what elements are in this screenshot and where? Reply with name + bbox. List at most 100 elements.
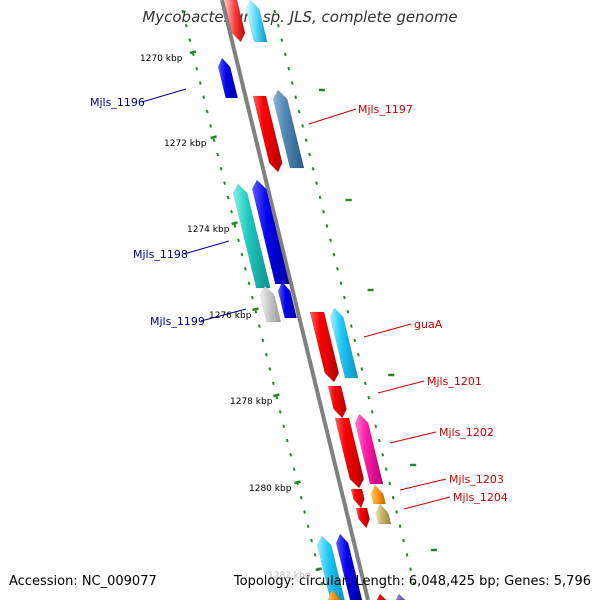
inner-right-track-dot xyxy=(290,81,294,85)
inner-left-track-dot xyxy=(278,410,282,414)
leader-mjls-1202 xyxy=(389,431,437,444)
inner-right-track-dot xyxy=(381,453,385,457)
gene-arrow-mjls-1202-magenta xyxy=(354,413,384,485)
gene-label-mjls-1203[interactable]: Mjls_1203 xyxy=(449,473,504,486)
major-tick xyxy=(189,50,197,55)
accession-text: Accession: NC_009077 xyxy=(9,574,157,589)
inner-left-track-dot xyxy=(251,295,254,300)
inner-right-track-dot xyxy=(367,395,371,400)
gene-labels: Mjls_1196 Mjls_1197 Mjls_1198 Mjls_1199 … xyxy=(90,96,508,504)
inner-left-track-dot xyxy=(261,338,265,343)
gene-label-mjls-1196[interactable]: Mjls_1196 xyxy=(90,96,145,109)
gene-label-mjls-1202[interactable]: Mjls_1202 xyxy=(439,426,494,439)
inner-left-track-dot xyxy=(198,81,202,85)
gene-label-mjls-1197[interactable]: Mjls_1197 xyxy=(358,103,413,116)
leader-mjls-1197 xyxy=(308,108,357,125)
inner-left-track-dot xyxy=(209,124,213,128)
inner-left-track-dot xyxy=(226,195,230,200)
inner-right-track-dot xyxy=(398,524,402,529)
inner-right-track-dot xyxy=(405,553,409,557)
ruler-label-1276: 1276 kbp xyxy=(209,311,252,321)
inner-right-track-dot xyxy=(329,238,332,243)
inner-left-track-dot xyxy=(230,209,233,214)
inner-left-track-dot xyxy=(202,95,206,100)
gene-arrow-bottom-cyan xyxy=(316,535,345,600)
gene-arrow-bottom-orange xyxy=(327,589,341,600)
inner-left-track-dot xyxy=(275,395,279,400)
gene-arrow-mjls-1201 xyxy=(327,385,347,419)
gene-arrow-mjls-1199-gray xyxy=(259,285,282,323)
gene-arrow-mjls-1197-red xyxy=(252,95,283,173)
leader-mjls-1204 xyxy=(403,496,451,510)
inner-right-track-dot xyxy=(322,209,325,214)
inner-right-track-dot xyxy=(343,295,346,300)
ruler-label-1274: 1274 kbp xyxy=(187,225,230,235)
leader-mjls-1201 xyxy=(377,380,425,394)
inner-left-track-dot xyxy=(264,352,268,357)
genome-backbone xyxy=(220,0,370,600)
inner-left-track-dot xyxy=(223,181,226,185)
inner-right-track-dot xyxy=(280,38,284,42)
gene-arrow-top-red xyxy=(223,0,246,43)
gene-label-mjls-1201[interactable]: Mjls_1201 xyxy=(427,375,482,388)
gene-arrow-bottom-blue xyxy=(335,533,363,600)
inner-right-track-dot xyxy=(356,352,360,357)
inner-right-track-dot xyxy=(294,95,298,100)
inner-right-track-dot xyxy=(370,410,374,414)
inner-left-track-dot xyxy=(195,66,199,71)
inner-right-track-dot xyxy=(318,195,322,200)
gene-label-mjls-1204[interactable]: Mjls_1204 xyxy=(453,491,508,504)
inner-right-track-dot xyxy=(297,109,301,114)
inner-right-track-dot xyxy=(283,52,287,57)
gene-arrow-mjls-1196 xyxy=(217,57,239,99)
inner-left-track-dot xyxy=(310,538,313,543)
gene-arrow-bottom-red xyxy=(374,593,389,600)
inner-left-track-dot xyxy=(254,310,258,314)
leader-mjls-1203 xyxy=(399,478,447,491)
inner-right-track-dot xyxy=(304,138,308,142)
inner-right-track-dot xyxy=(332,252,336,257)
inner-left-track-dot xyxy=(268,367,272,371)
inner-left-track-dot xyxy=(303,510,306,514)
major-tick xyxy=(315,567,323,572)
gene-arrow-guaa-red xyxy=(309,311,340,383)
leader-mjls-1198 xyxy=(183,240,230,255)
inner-left-track-dot xyxy=(289,453,293,457)
leader-mjls-1199 xyxy=(200,308,247,322)
ruler-label-1278: 1278 kbp xyxy=(230,397,273,407)
inner-right-track-dot xyxy=(276,24,280,28)
gene-label-guaa[interactable]: guaA xyxy=(414,318,443,331)
inner-left-track-dot xyxy=(244,267,247,271)
inner-right-track-dot xyxy=(350,324,353,328)
inner-left-track-dot xyxy=(240,252,244,257)
genome-summary-text: Topology: circular; Length: 6,048,425 bp… xyxy=(233,574,591,589)
major-tick xyxy=(252,307,259,312)
inner-right-track-dot xyxy=(315,181,318,185)
inner-left-track-dot xyxy=(216,152,219,157)
gene-label-mjls-1199[interactable]: Mjls_1199 xyxy=(150,315,205,328)
inner-left-track-dot xyxy=(233,224,237,228)
tick-tracks xyxy=(181,9,437,586)
gene-arrow-bottom-purple xyxy=(393,593,408,600)
inner-left-track-dot xyxy=(237,238,240,243)
leader-mjls-1196 xyxy=(141,88,187,103)
inner-left-track-dot xyxy=(247,281,251,285)
inner-right-track-dot xyxy=(339,281,343,285)
gene-arrow-mjls-1197-steel xyxy=(272,89,305,169)
major-tick xyxy=(231,221,238,226)
inner-right-track-dot xyxy=(360,367,364,371)
inner-right-track-dot xyxy=(287,66,291,71)
inner-right-track-dot xyxy=(353,338,357,343)
leader-guaa xyxy=(363,323,412,338)
major-tick xyxy=(210,135,217,140)
inner-left-track-dot xyxy=(258,324,261,328)
ruler-label-1280: 1280 kbp xyxy=(249,484,292,494)
ruler-labels: 1270 kbp 1272 kbp 1274 kbp 1276 kbp 1278… xyxy=(140,54,311,581)
gene-label-mjls-1198[interactable]: Mjls_1198 xyxy=(133,248,188,261)
gene-arrow-mjls-1203-orange xyxy=(370,484,386,505)
gene-arrow-mjls-1202-red xyxy=(334,417,365,489)
major-tick xyxy=(294,480,301,485)
label-leaders xyxy=(141,88,451,510)
